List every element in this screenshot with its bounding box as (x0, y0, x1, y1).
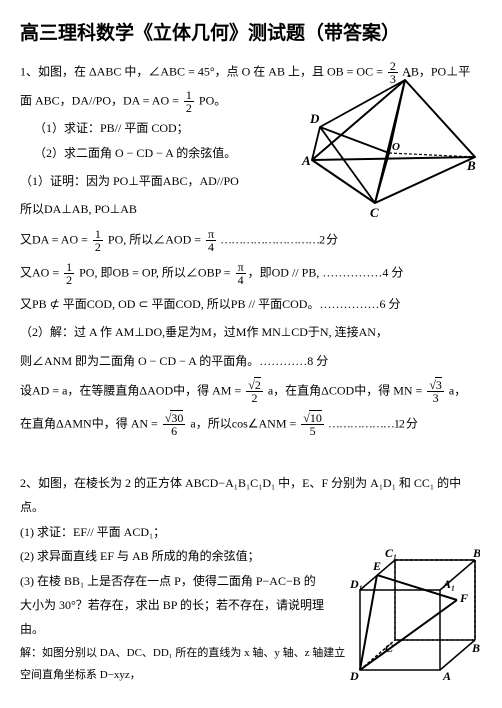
p1-line8: 又AO = 12 PO, 即OB = OP, 所以∠OBP = π4，即OD /… (20, 261, 482, 286)
svg-text:B: B (466, 158, 476, 173)
svg-text:C: C (370, 205, 379, 220)
svg-text:D: D (349, 669, 359, 683)
svg-text:C: C (385, 641, 394, 655)
svg-text:E: E (372, 559, 381, 573)
svg-text:B: B (471, 641, 480, 655)
svg-text:A₁: A₁ (442, 577, 455, 591)
p2-line1b: 点。 (20, 497, 482, 517)
cube-figure: D₁ A₁ C₁ B₁ D A C B E F (325, 540, 480, 690)
svg-text:A: A (301, 153, 311, 168)
svg-text:P: P (407, 75, 416, 80)
svg-text:A: A (442, 669, 451, 683)
svg-text:O: O (392, 141, 400, 153)
p1-line11: 则∠ANM 即为二面角 O − CD − A 的平面角。…………8 分 (20, 351, 482, 371)
svg-text:F: F (459, 591, 468, 605)
page-title: 高三理科数学《立体几何》测试题（带答案） (20, 18, 482, 50)
svg-text:D₁: D₁ (349, 577, 363, 591)
p1-line13: 在直角ΔAMN中，得 AN = √306 a，所以cos∠ANM = √105 … (20, 412, 482, 437)
p1-line12: 设AD = a，在等腰直角ΔAOD中，得 AM = √22 a，在直角ΔCOD中… (20, 379, 482, 404)
svg-text:B₁: B₁ (472, 546, 480, 560)
pyramid-figure: P A B C D O (300, 75, 480, 235)
p1-line9: 又PB ⊄ 平面COD, OD ⊂ 平面COD, 所以PB // 平面COD。…… (20, 294, 482, 314)
p1-line10: （2）解：过 A 作 AM⊥DO,垂足为M，过M作 MN⊥CD于N, 连接AN， (20, 322, 482, 342)
svg-text:D: D (309, 111, 320, 126)
p2-line1: 2、如图，在棱长为 2 的正方体 ABCD−A₁B₁C₁D₁ 中，E、F 分别为… (20, 473, 482, 493)
svg-text:C₁: C₁ (385, 546, 397, 560)
